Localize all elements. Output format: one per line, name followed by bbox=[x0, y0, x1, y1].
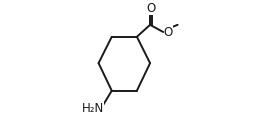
Text: O: O bbox=[146, 2, 155, 15]
Text: H₂N: H₂N bbox=[82, 102, 104, 115]
Text: O: O bbox=[164, 25, 173, 38]
